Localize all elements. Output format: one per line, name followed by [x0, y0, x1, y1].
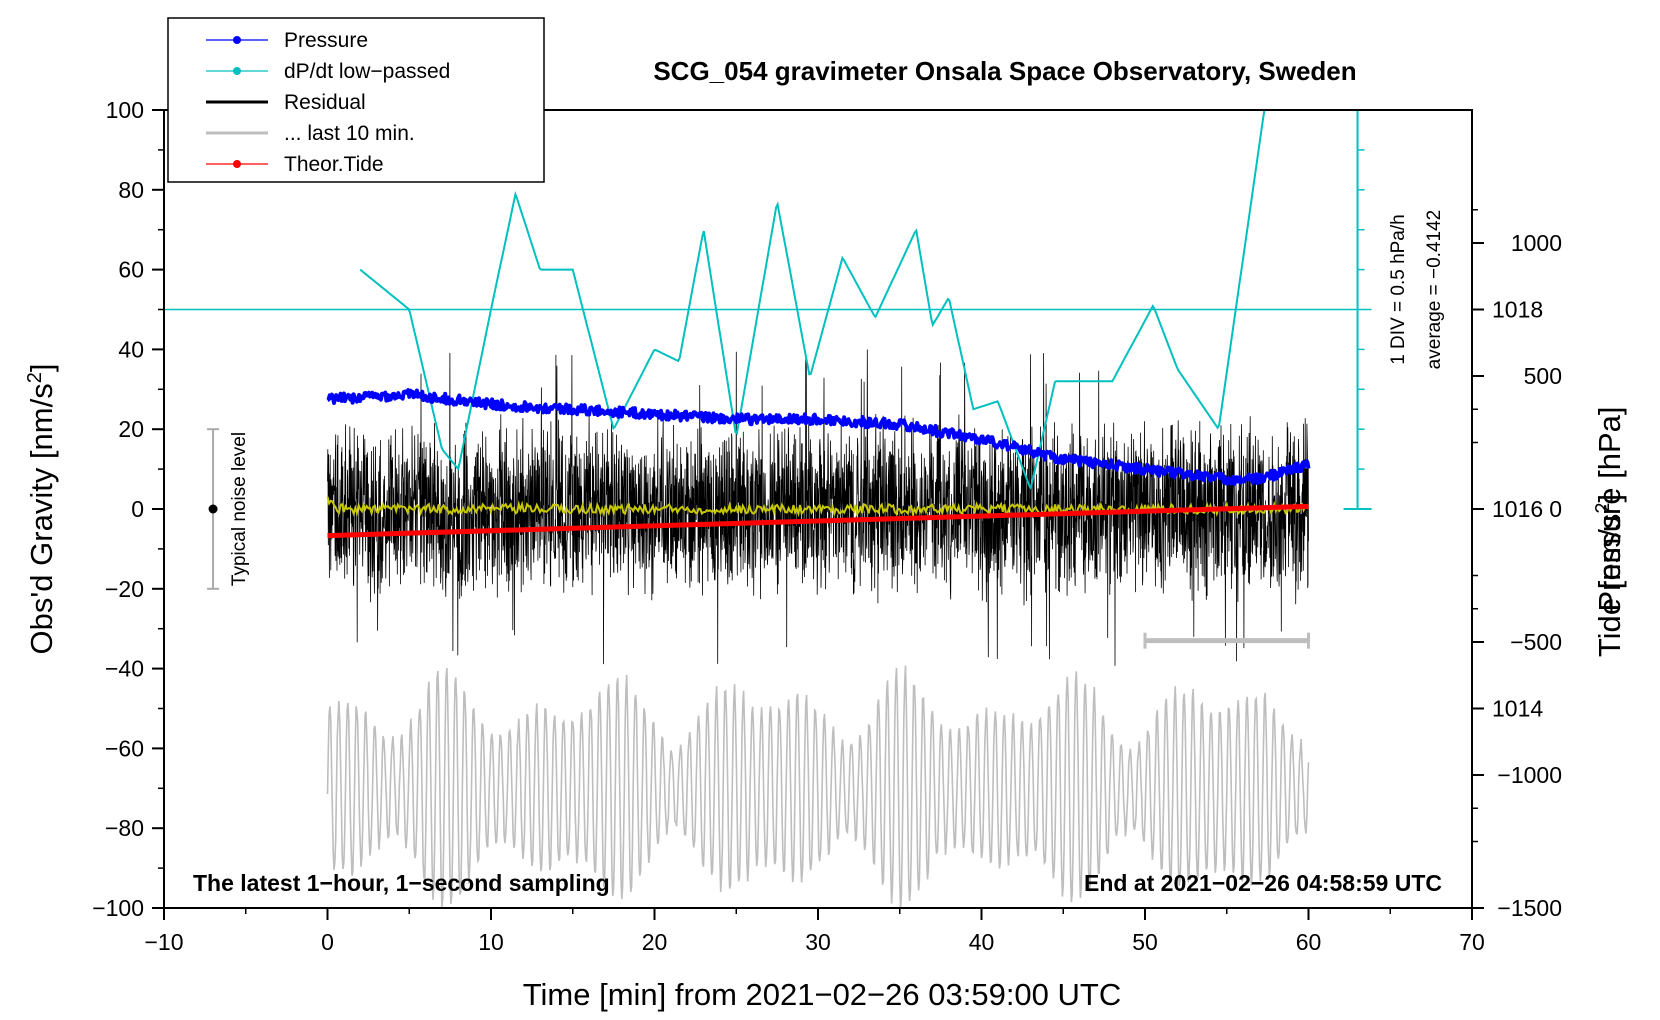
legend-label: Pressure	[284, 29, 368, 52]
pressure-axis-label: Pressure [hPa]	[1592, 406, 1627, 611]
y-tick-label: −80	[105, 815, 144, 841]
x-tick-label: 0	[321, 929, 334, 955]
legend-label: Residual	[284, 91, 366, 114]
pressure-tick-label: 1016	[1492, 496, 1543, 522]
x-axis-label: Time [min] from 2021−02−26 03:59:00 UTC	[523, 977, 1122, 1012]
div-label: 1 DIV = 0.5 hPa/h	[1388, 214, 1409, 365]
y-tick-label: 60	[118, 257, 144, 283]
legend-label: Theor.Tide	[284, 153, 384, 176]
legend-marker	[233, 67, 241, 75]
tide-tick-label: 1000	[1511, 230, 1562, 256]
x-tick-label: 50	[1132, 929, 1158, 955]
y-tick-label: 20	[118, 416, 144, 442]
legend-marker	[233, 36, 241, 44]
tide-tick-label: −500	[1510, 629, 1562, 655]
average-label: average = −0.4142	[1424, 210, 1445, 370]
legend-label: dP/dt low−passed	[284, 60, 450, 83]
x-tick-label: 30	[805, 929, 831, 955]
tide-tick-label: 0	[1549, 496, 1562, 522]
x-tick-label: 60	[1296, 929, 1322, 955]
axes-layer	[152, 109, 1484, 920]
pressure-tick-label: 1018	[1492, 297, 1543, 323]
footer-left-label: The latest 1−hour, 1−second sampling	[193, 870, 610, 896]
y-tick-label: −60	[105, 735, 144, 761]
tide-series	[327, 503, 1309, 539]
y-tick-label: 100	[106, 97, 144, 123]
last-10-min-series	[326, 665, 1310, 909]
tide-axis-label: Tide [nm/s2]	[1592, 494, 1627, 657]
y-tick-label: 0	[131, 496, 144, 522]
pressure-tick-label: 1014	[1492, 696, 1543, 722]
x-tick-label: 40	[969, 929, 995, 955]
tide-tick-label: 500	[1524, 363, 1562, 389]
text-layer: SCG_054 gravimeter Onsala Space Observat…	[24, 56, 1627, 1012]
legend-marker	[233, 160, 241, 168]
plot-layer	[164, 109, 1372, 909]
x-tick-label: 20	[642, 929, 668, 955]
y-axis-label: Obs'd Gravity [nm/s2]	[24, 364, 59, 655]
footer-right-label: End at 2021−02−26 04:58:59 UTC	[1084, 870, 1442, 896]
residual-smoothed-series	[326, 496, 1309, 518]
y-tick-label: −100	[92, 895, 144, 921]
x-tick-label: −10	[144, 929, 183, 955]
y-tick-label: 80	[118, 177, 144, 203]
dpdt-series	[359, 109, 1266, 491]
x-tick-label: 70	[1459, 929, 1485, 955]
y-tick-label: −20	[105, 576, 144, 602]
pressure-series	[326, 388, 1311, 486]
noise-label: Typical noise level	[229, 432, 250, 586]
chart-title: SCG_054 gravimeter Onsala Space Observat…	[653, 56, 1356, 86]
tide-tick-label: −1000	[1497, 762, 1562, 788]
legend-label: ... last 10 min.	[284, 122, 415, 145]
tide-tick-label: −1500	[1497, 895, 1562, 921]
y-tick-label: 40	[118, 336, 144, 362]
residual-series	[327, 349, 1309, 666]
legend-box	[167, 17, 545, 183]
x-tick-label: 10	[478, 929, 504, 955]
y-tick-label: −40	[105, 656, 144, 682]
noise-bar-center	[208, 504, 218, 514]
legend: Pressure dP/dt low−passed Residual ... last…	[167, 17, 545, 183]
